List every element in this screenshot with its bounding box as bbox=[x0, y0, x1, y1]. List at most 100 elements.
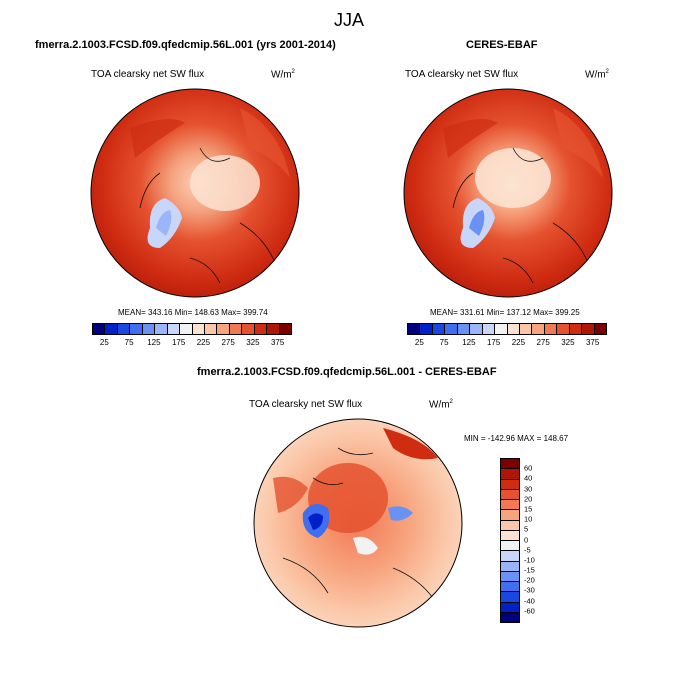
colorbar-swatch bbox=[519, 324, 533, 334]
panel2-polar-map bbox=[403, 88, 613, 298]
colorbar-tick-label: 125 bbox=[147, 338, 161, 347]
panel1-colorbar bbox=[92, 323, 292, 335]
colorbar-tick-label: 20 bbox=[524, 494, 533, 504]
colorbar-swatch bbox=[501, 489, 519, 500]
colorbar-swatch bbox=[501, 469, 519, 480]
colorbar-swatch bbox=[105, 324, 118, 334]
colorbar-swatch bbox=[501, 592, 519, 603]
colorbar-swatch bbox=[470, 324, 483, 334]
panel3-colorbar bbox=[500, 458, 520, 623]
colorbar-swatch bbox=[507, 324, 520, 334]
colorbar-tick-label: -20 bbox=[524, 575, 535, 585]
colorbar-tick-label: 125 bbox=[462, 338, 476, 347]
colorbar-tick-label: 275 bbox=[536, 338, 550, 347]
colorbar-swatch bbox=[582, 324, 595, 334]
colorbar-swatch bbox=[594, 324, 606, 334]
colorbar-swatch bbox=[569, 324, 583, 334]
colorbar-tick-label: 0 bbox=[524, 535, 529, 544]
colorbar-tick-label: 15 bbox=[524, 504, 533, 514]
panel2-stats: MEAN= 331.61 Min= 137.12 Max= 399.25 bbox=[430, 308, 580, 317]
colorbar-tick-label: 325 bbox=[561, 338, 575, 347]
colorbar-tick-label: 40 bbox=[524, 473, 533, 483]
colorbar-swatch bbox=[457, 324, 471, 334]
colorbar-tick-label: 175 bbox=[486, 338, 501, 347]
colorbar-tick-label: -5 bbox=[524, 545, 531, 555]
colorbar-tick-label: 375 bbox=[585, 338, 600, 347]
colorbar-swatch bbox=[501, 530, 519, 541]
panel3-colorbar-labels: 60 40 30 20 15 10 5 0 -5 -10 -15 -20 -30 -40 -60 bbox=[524, 458, 554, 621]
colorbar-swatch bbox=[93, 324, 106, 334]
colorbar-swatch bbox=[229, 324, 243, 334]
panel3-title: fmerra.2.1003.FCSD.f09.qfedcmip.56L.001 … bbox=[197, 366, 497, 378]
colorbar-tick-label: -15 bbox=[524, 565, 535, 575]
panel2-units: W/m2 bbox=[585, 69, 609, 81]
panel2-colorbar bbox=[407, 323, 607, 335]
colorbar-swatch bbox=[432, 324, 446, 334]
colorbar-tick-label: 25 bbox=[414, 338, 424, 347]
colorbar-swatch bbox=[501, 510, 519, 521]
panel3-polar-map bbox=[253, 418, 463, 628]
colorbar-tick-label: 225 bbox=[196, 338, 211, 347]
colorbar-swatch bbox=[557, 324, 570, 334]
colorbar-tick-label: 375 bbox=[270, 338, 285, 347]
colorbar-swatch bbox=[501, 551, 519, 562]
panel1-variable-label: TOA clearsky net SW flux bbox=[91, 69, 205, 80]
colorbar-tick-label: -30 bbox=[524, 585, 535, 595]
panel1-polar-map bbox=[90, 88, 300, 298]
colorbar-swatch bbox=[495, 324, 508, 334]
colorbar-tick-label: 10 bbox=[524, 514, 533, 524]
colorbar-tick-label: 5 bbox=[524, 524, 529, 534]
panel3-units: W/m2 bbox=[429, 399, 453, 411]
colorbar-swatch bbox=[420, 324, 433, 334]
colorbar-tick-label: 275 bbox=[221, 338, 235, 347]
colorbar-swatch bbox=[501, 582, 519, 593]
colorbar-tick-label: 75 bbox=[439, 338, 449, 347]
figure-title: JJA bbox=[334, 10, 365, 30]
panel2-title: CERES-EBAF bbox=[466, 39, 538, 51]
colorbar-swatch bbox=[482, 324, 496, 334]
panel1-title: fmerra.2.1003.FCSD.f09.qfedcmip.56L.001 … bbox=[35, 39, 336, 51]
colorbar-swatch bbox=[217, 324, 230, 334]
colorbar-tick-label: -10 bbox=[524, 555, 535, 565]
colorbar-tick-label: -60 bbox=[524, 606, 535, 616]
colorbar-swatch bbox=[180, 324, 193, 334]
panel2-colorbar-labels: 25 75 125 175 225 275 325 375 bbox=[407, 338, 605, 348]
colorbar-swatch bbox=[192, 324, 205, 334]
colorbar-swatch bbox=[408, 324, 421, 334]
colorbar-swatch bbox=[501, 500, 519, 511]
colorbar-tick-label: 225 bbox=[511, 338, 526, 347]
colorbar-swatch bbox=[130, 324, 143, 334]
colorbar-swatch bbox=[501, 571, 519, 582]
colorbar-tick-label: 325 bbox=[246, 338, 260, 347]
colorbar-swatch bbox=[445, 324, 458, 334]
colorbar-tick-label: 25 bbox=[99, 338, 109, 347]
colorbar-swatch bbox=[544, 324, 558, 334]
colorbar-swatch bbox=[267, 324, 280, 334]
colorbar-swatch bbox=[501, 520, 519, 531]
colorbar-swatch bbox=[501, 479, 519, 490]
panel1-colorbar-labels: 25 75 125 175 225 275 325 375 bbox=[92, 338, 290, 348]
colorbar-tick-label: 175 bbox=[171, 338, 186, 347]
colorbar-swatch bbox=[242, 324, 255, 334]
colorbar-tick-label: -40 bbox=[524, 596, 535, 606]
colorbar-swatch bbox=[501, 612, 519, 622]
colorbar-swatch bbox=[501, 561, 519, 572]
colorbar-tick-label: 60 bbox=[524, 463, 533, 473]
colorbar-swatch bbox=[532, 324, 545, 334]
colorbar-swatch bbox=[501, 459, 519, 470]
panel2-variable-label: TOA clearsky net SW flux bbox=[405, 69, 519, 80]
colorbar-swatch bbox=[501, 602, 519, 613]
panel3-variable-label: TOA clearsky net SW flux bbox=[249, 399, 363, 410]
colorbar-tick-label: 30 bbox=[524, 484, 533, 494]
panel3-stats: MIN = -142.96 MAX = 148.67 bbox=[464, 434, 569, 443]
colorbar-swatch bbox=[279, 324, 291, 334]
colorbar-swatch bbox=[167, 324, 181, 334]
colorbar-swatch bbox=[117, 324, 131, 334]
panel1-stats: MEAN= 343.16 Min= 148.63 Max= 399.74 bbox=[118, 308, 268, 317]
panel1-units: W/m2 bbox=[271, 69, 295, 81]
colorbar-swatch bbox=[155, 324, 168, 334]
colorbar-swatch bbox=[204, 324, 218, 334]
colorbar-swatch bbox=[501, 541, 519, 552]
colorbar-swatch bbox=[142, 324, 156, 334]
colorbar-tick-label: 75 bbox=[124, 338, 134, 347]
